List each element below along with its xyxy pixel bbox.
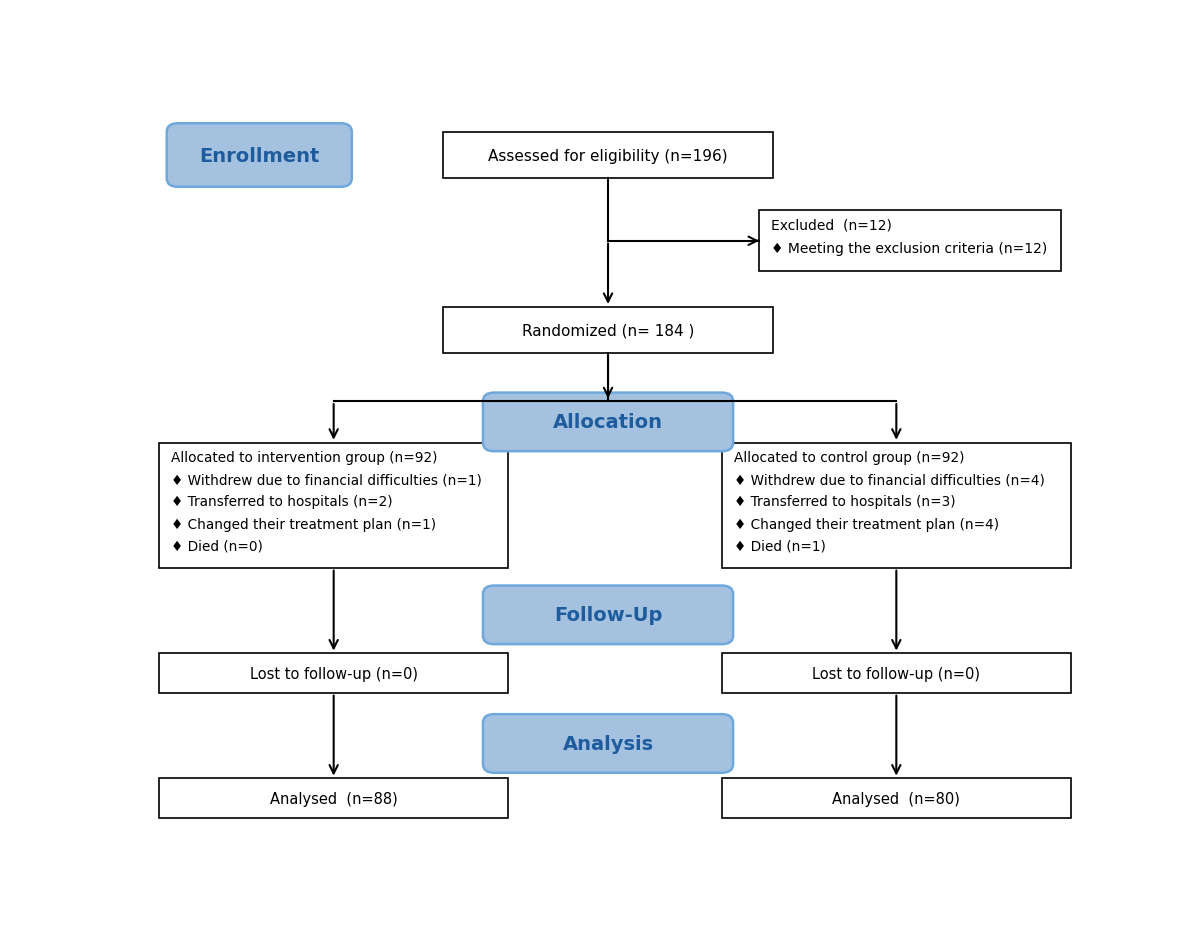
Text: Analysis: Analysis [563,734,654,753]
Bar [722,654,1070,693]
Text: ♦ Changed their treatment plan (n=4): ♦ Changed their treatment plan (n=4) [734,517,1000,531]
Text: Randomized (n= 184 ): Randomized (n= 184 ) [522,324,695,338]
Text: ♦ Withdrew due to financial difficulties (n=4): ♦ Withdrew due to financial difficulties… [734,473,1045,487]
FancyBboxPatch shape [482,393,733,451]
FancyBboxPatch shape [482,586,733,644]
Bar [160,779,508,818]
Bar [160,654,508,693]
Text: Assessed for eligibility (n=196): Assessed for eligibility (n=196) [488,148,728,163]
Text: Follow-Up: Follow-Up [554,605,662,625]
Bar [160,443,508,568]
Text: Lost to follow-up (n=0): Lost to follow-up (n=0) [250,666,418,680]
FancyBboxPatch shape [167,124,352,187]
Bar [722,443,1070,568]
Text: Allocated to intervention group (n=92): Allocated to intervention group (n=92) [172,451,438,464]
Bar [722,779,1070,818]
Text: Enrollment: Enrollment [199,146,319,165]
Text: ♦ Died (n=1): ♦ Died (n=1) [734,540,826,553]
Text: Analysed  (n=80): Analysed (n=80) [833,791,960,806]
FancyBboxPatch shape [482,715,733,773]
Text: Allocated to control group (n=92): Allocated to control group (n=92) [734,451,965,464]
Bar [443,308,773,354]
Text: Excluded  (n=12): Excluded (n=12) [772,218,892,233]
Bar [760,211,1061,272]
Text: ♦ Transferred to hospitals (n=3): ♦ Transferred to hospitals (n=3) [734,495,955,509]
Text: Allocation: Allocation [553,413,664,432]
Text: ♦ Meeting the exclusion criteria (n=12): ♦ Meeting the exclusion criteria (n=12) [772,242,1048,256]
Bar [443,133,773,179]
Text: ♦ Changed their treatment plan (n=1): ♦ Changed their treatment plan (n=1) [172,517,437,531]
Text: ♦ Transferred to hospitals (n=2): ♦ Transferred to hospitals (n=2) [172,495,394,509]
Text: Lost to follow-up (n=0): Lost to follow-up (n=0) [812,666,980,680]
Text: ♦ Died (n=0): ♦ Died (n=0) [172,540,263,553]
Text: ♦ Withdrew due to financial difficulties (n=1): ♦ Withdrew due to financial difficulties… [172,473,482,487]
Text: Analysed  (n=88): Analysed (n=88) [270,791,397,806]
